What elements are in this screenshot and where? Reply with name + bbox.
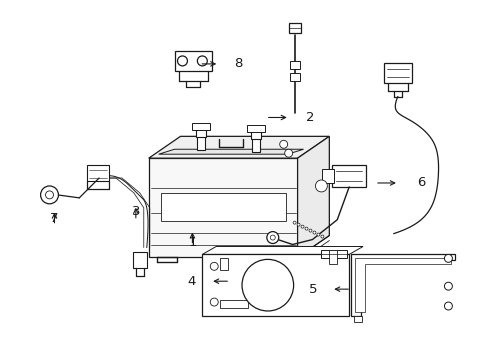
Circle shape (444, 302, 451, 310)
Bar (322, 169, 334, 183)
Bar (133, 252, 146, 268)
Bar (161, 193, 285, 221)
Text: 1: 1 (188, 237, 196, 249)
Polygon shape (148, 136, 328, 158)
Text: 7: 7 (50, 212, 59, 225)
Polygon shape (350, 255, 454, 316)
Bar (196, 129, 206, 137)
Bar (289, 61, 299, 69)
Circle shape (312, 231, 315, 234)
Bar (289, 73, 299, 81)
Bar (250, 130, 260, 139)
Circle shape (305, 227, 307, 230)
Circle shape (270, 235, 275, 240)
Circle shape (308, 229, 311, 232)
Bar (246, 125, 264, 132)
Bar (197, 136, 205, 150)
Text: 3: 3 (131, 205, 140, 218)
Polygon shape (158, 149, 303, 154)
Circle shape (266, 231, 278, 243)
Circle shape (197, 56, 207, 66)
Circle shape (284, 149, 292, 157)
Circle shape (45, 191, 53, 199)
Circle shape (315, 180, 326, 192)
Bar (192, 123, 210, 130)
Polygon shape (202, 247, 362, 255)
Circle shape (41, 186, 59, 204)
Circle shape (210, 262, 218, 270)
Text: 2: 2 (305, 111, 313, 124)
Circle shape (210, 298, 218, 306)
Text: 6: 6 (416, 176, 424, 189)
Polygon shape (297, 136, 328, 257)
Circle shape (301, 225, 304, 228)
Circle shape (177, 56, 187, 66)
Circle shape (316, 233, 319, 236)
Circle shape (297, 223, 300, 226)
Circle shape (242, 260, 293, 311)
Circle shape (320, 235, 323, 238)
Bar (87, 165, 109, 181)
Bar (321, 251, 346, 258)
Bar (220, 300, 247, 308)
Bar (328, 251, 337, 264)
Bar (174, 51, 212, 71)
Text: 5: 5 (308, 283, 317, 296)
Bar (332, 165, 366, 187)
Bar (288, 23, 300, 33)
Bar (353, 316, 361, 322)
Circle shape (444, 282, 451, 290)
Bar (383, 63, 411, 83)
Text: 4: 4 (186, 275, 195, 288)
Circle shape (292, 221, 296, 224)
Bar (251, 138, 259, 152)
Text: 8: 8 (234, 57, 242, 71)
Circle shape (444, 255, 451, 262)
Polygon shape (148, 158, 297, 257)
Bar (202, 255, 348, 316)
Circle shape (279, 140, 287, 148)
Bar (220, 258, 228, 270)
Polygon shape (354, 258, 450, 312)
